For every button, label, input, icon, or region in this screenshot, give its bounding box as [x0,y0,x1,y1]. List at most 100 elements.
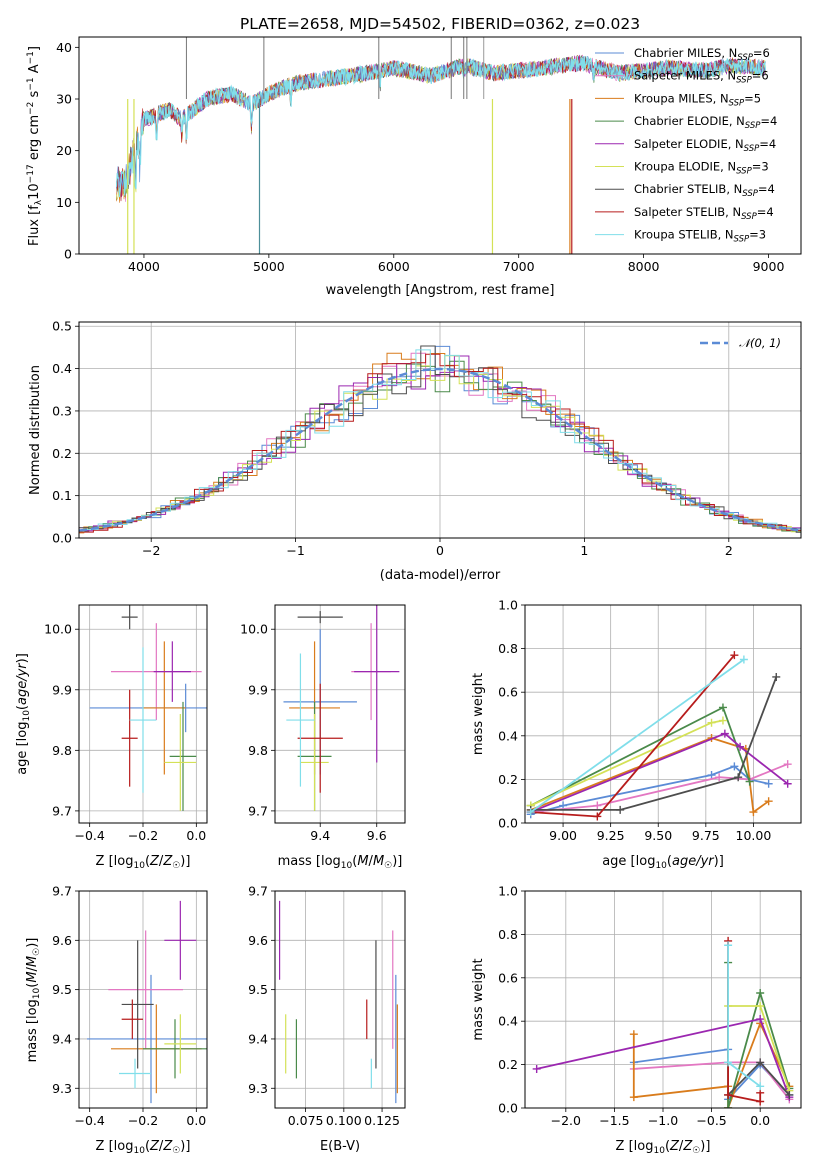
x-tick-label: −1.5 [599,1113,629,1128]
x-tick-label: 1 [580,543,588,558]
weight-marker-8 [739,655,748,664]
x-tick-label: −0.2 [128,828,158,843]
weight-marker-0 [707,771,716,780]
chart-mass_vs_EBV: 0.075 0.100 0.125 9.3 9.4 9.5 9.6 9.7 E(B-V) [248,884,406,1154]
legend-label: Chabrier ELODIE, NSSP=4 [634,114,777,131]
weight-marker-2 [629,1093,638,1102]
y-tick-label: 0.4 [498,728,518,743]
x-axis-label: Z [log10(Z/Z☉)] [96,854,191,871]
y-tick-label: 0.0 [52,531,72,546]
weight-marker-6 [756,1058,765,1067]
axes-frame [78,36,802,255]
y-axis-label: mass [log10(M/M☉)] [25,938,42,1063]
weight-marker-6 [785,1090,794,1099]
y-axis-label: Flux [fλ10−17 erg cm−2 s−1 A−1] [26,46,44,246]
axes-frame [274,890,406,1109]
y-tick-label: 9.5 [52,982,72,997]
axes-decor: 9.00 9.25 9.50 9.75 10.00 0.0 0.2 0.4 0.6 0.8 1.0 m… [471,598,802,871]
x-tick-label: 8000 [628,259,660,274]
x-tick-label: −0.2 [128,1113,158,1128]
weight-marker-5 [707,718,716,727]
x-tick-label: 6000 [378,259,410,274]
histogram-5 [79,355,801,533]
weight-marker-1 [715,773,724,782]
legend-label: Kroupa ELODIE, NSSP=3 [634,160,769,177]
y-axis-label: age [log10(age/yr)] [15,653,32,775]
x-tick-label: 0.0 [750,1113,770,1128]
axes-decor: −0.4 −0.2 0.0 9.3 9.4 9.5 9.6 9.7 Z [log10(Z/Z☉)… [25,884,208,1156]
y-tick-label: 9.4 [248,1031,268,1046]
weight-marker-7 [730,651,739,660]
weight-marker-7 [756,1097,765,1106]
x-axis-label: wavelength [Angstrom, rest frame] [326,283,555,298]
x-tick-label: 2 [725,543,733,558]
plot-area [526,651,792,821]
x-tick-label: −2 [142,543,160,558]
weight-marker-3 [718,703,727,712]
x-tick-label: 0.0 [186,828,206,843]
weight-marker-0 [764,779,773,788]
legend-label: 𝒩(0, 1) [739,336,781,350]
weight-line-8 [530,658,745,813]
normal-curve [79,367,799,532]
x-tick-label: −1.0 [648,1113,678,1128]
x-tick-label: −0.4 [74,828,104,843]
x-tick-label: −0.4 [74,1113,104,1128]
weight-marker-6 [616,805,625,814]
y-tick-label: 9.3 [52,1081,72,1096]
y-tick-label: 1.0 [498,598,518,613]
y-tick-label: 10.0 [240,622,268,637]
y-axis-label: Normed distribution [28,365,43,495]
legend-label: Kroupa MILES, NSSP=5 [634,91,761,108]
x-tick-label: −0.5 [696,1113,726,1128]
x-tick-label: 5000 [253,259,285,274]
plot-area [278,900,398,1104]
x-tick-label: 0.0 [186,1113,206,1128]
legend-label: Chabrier MILES, NSSP=6 [634,46,770,63]
histogram-2 [79,352,801,534]
x-tick-label: 9000 [753,259,785,274]
weight-line-0 [530,765,769,816]
plot-area [79,345,801,534]
y-axis-label: mass weight [471,673,486,755]
weight-marker-4 [736,742,745,751]
weight-line-4 [530,732,789,813]
axes-decor: −2 −1 0 1 2 0.0 0.1 0.2 0.3 0.4 0.5 𝒩(0, 1) (data-mo… [28,319,802,583]
y-tick-label: 9.6 [248,933,268,948]
histogram-3 [79,360,801,532]
y-tick-label: 0.2 [498,772,518,787]
x-tick-label: 9.75 [692,828,720,843]
y-tick-label: 10.0 [44,622,72,637]
x-tick-label: 0.100 [326,1113,362,1128]
axes-decor: −0.4 −0.2 0.0 9.7 9.8 9.9 10.0 Z [log10(Z/Z☉)] a… [15,604,208,871]
y-tick-label: 9.7 [52,803,72,818]
weight-marker-4 [532,1064,541,1073]
y-tick-label: 0.2 [52,446,72,461]
y-tick-label: 0.0 [498,1101,518,1116]
y-tick-label: 1.0 [498,884,518,899]
y-tick-label: 0.2 [498,1057,518,1072]
y-tick-label: 9.7 [248,803,268,818]
x-axis-label: Z [log10(Z/Z☉)] [96,1139,191,1156]
chart-spectrum: 4000 5000 6000 7000 8000 9000 0 10 20 30 40 Chabrie… [26,36,802,298]
weight-marker-0 [730,762,739,771]
weight-marker-5 [718,716,727,725]
axes-decor: 9.4 9.6 9.7 9.8 9.9 10.0 mass [log10(M/M☉)] [240,604,406,871]
x-tick-label: 9.25 [597,828,625,843]
legend-label: Kroupa STELIB, NSSP=3 [634,228,766,245]
y-tick-label: 0.6 [498,685,518,700]
plot-area [532,936,794,1108]
weight-marker-2 [629,1030,638,1039]
x-tick-label: 9.00 [549,828,577,843]
weight-marker-3 [756,988,765,997]
x-axis-label: E(B-V) [320,1139,360,1154]
x-tick-label: 10.00 [736,828,772,843]
y-tick-label: 10 [56,195,72,210]
y-tick-label: 9.3 [248,1081,268,1096]
chart-age_vs_mass: 9.4 9.6 9.7 9.8 9.9 10.0 mass [log10(M/M☉)] [240,604,406,871]
y-tick-label: 9.9 [52,682,72,697]
spectrum-legend: Chabrier MILES, NSSP=6 Salpeter MILES, NS… [595,46,777,245]
y-tick-label: 30 [56,92,72,107]
chart-age_vs_Z: −0.4 −0.2 0.0 9.7 9.8 9.9 10.0 Z [log10(Z/Z☉)] a… [15,604,208,871]
x-axis-label: Z [log10(Z/Z☉)] [616,1139,711,1156]
